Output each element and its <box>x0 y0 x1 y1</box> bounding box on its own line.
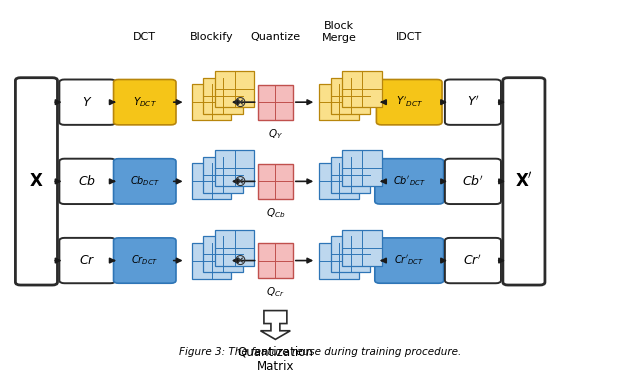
FancyBboxPatch shape <box>113 159 176 204</box>
Text: $Cr'_{DCT}$: $Cr'_{DCT}$ <box>394 254 424 267</box>
Bar <box>331 78 371 114</box>
Text: $Cb'_{DCT}$: $Cb'_{DCT}$ <box>393 174 426 188</box>
Bar <box>342 150 382 186</box>
Text: $\mathbf{X'}$: $\mathbf{X'}$ <box>515 172 533 191</box>
FancyBboxPatch shape <box>60 159 115 204</box>
Bar <box>204 78 243 114</box>
Text: Quantization
Matrix: Quantization Matrix <box>237 345 314 373</box>
FancyBboxPatch shape <box>445 159 501 204</box>
Text: $Y'_{DCT}$: $Y'_{DCT}$ <box>396 95 423 109</box>
Text: $Cr'$: $Cr'$ <box>463 253 483 268</box>
Bar <box>258 243 293 278</box>
Text: $Cr_{DCT}$: $Cr_{DCT}$ <box>131 254 159 267</box>
Bar <box>192 164 232 200</box>
FancyBboxPatch shape <box>113 80 176 125</box>
Text: Block
Merge: Block Merge <box>322 21 356 43</box>
Text: Figure 3: The feature reuse during training procedure.: Figure 3: The feature reuse during train… <box>179 347 461 357</box>
Text: $Cr$: $Cr$ <box>79 254 95 267</box>
FancyBboxPatch shape <box>445 238 501 283</box>
Bar <box>204 236 243 272</box>
Text: DCT: DCT <box>133 32 156 42</box>
Text: $Cb'$: $Cb'$ <box>462 174 484 189</box>
Bar <box>258 84 293 120</box>
Text: ⊗: ⊗ <box>234 174 247 189</box>
Bar <box>331 236 371 272</box>
Text: $\mathbf{X}$: $\mathbf{X}$ <box>29 172 44 190</box>
Bar <box>331 157 371 193</box>
FancyBboxPatch shape <box>503 78 545 285</box>
Text: $Q_{Cr}$: $Q_{Cr}$ <box>266 286 285 300</box>
Bar <box>258 164 293 199</box>
Bar <box>319 243 359 279</box>
FancyBboxPatch shape <box>445 80 501 125</box>
Bar <box>192 243 232 279</box>
Text: $Q_{Cb}$: $Q_{Cb}$ <box>266 207 285 220</box>
Bar <box>192 84 232 120</box>
Text: ⊗: ⊗ <box>234 94 247 110</box>
Text: ⊗: ⊗ <box>234 253 247 268</box>
Text: Quantize: Quantize <box>250 32 300 42</box>
Bar <box>215 150 254 186</box>
Bar <box>342 71 382 107</box>
Text: $Y$: $Y$ <box>82 96 93 109</box>
FancyBboxPatch shape <box>375 238 444 283</box>
Bar <box>215 71 254 107</box>
Text: $Y'$: $Y'$ <box>467 95 479 110</box>
Bar <box>319 164 359 200</box>
Text: $Cb$: $Cb$ <box>78 174 97 188</box>
FancyBboxPatch shape <box>113 238 176 283</box>
FancyBboxPatch shape <box>60 238 115 283</box>
Text: $Y_{DCT}$: $Y_{DCT}$ <box>133 95 157 109</box>
FancyBboxPatch shape <box>376 80 442 125</box>
FancyBboxPatch shape <box>375 159 444 204</box>
Bar <box>215 230 254 266</box>
Text: Blockify: Blockify <box>190 32 234 42</box>
Text: $Cb_{DCT}$: $Cb_{DCT}$ <box>130 174 159 188</box>
FancyBboxPatch shape <box>15 78 58 285</box>
Text: IDCT: IDCT <box>396 32 422 42</box>
Bar <box>204 157 243 193</box>
Text: $Q_Y$: $Q_Y$ <box>268 127 283 141</box>
Bar <box>342 230 382 266</box>
FancyBboxPatch shape <box>60 80 115 125</box>
Polygon shape <box>260 310 291 339</box>
Bar <box>319 84 359 120</box>
